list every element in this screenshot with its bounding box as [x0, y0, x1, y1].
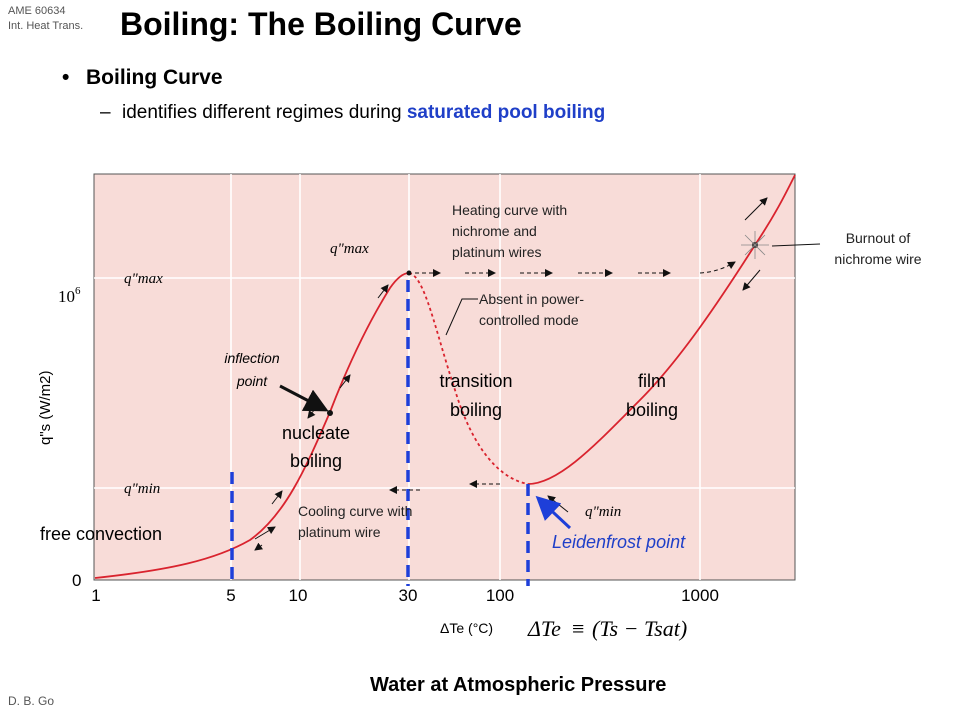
inflection-label-1: inflection [224, 350, 279, 366]
boiling-curve-solid-1 [94, 272, 410, 579]
x-tick: 30 [399, 586, 418, 605]
equation-lhs: ΔTe [527, 616, 561, 641]
bullet-level1-text: Boiling Curve [86, 66, 223, 89]
x-tick: 1 [91, 586, 100, 605]
plot-area [93, 173, 796, 581]
course-name: Int. Heat Trans. [8, 20, 84, 32]
cooling-note-1: Cooling curve with [298, 503, 412, 519]
regime-film-line2: boiling [626, 400, 678, 420]
y-axis-label: q"s (W/m2) [37, 371, 54, 446]
qmax-curve-label: q"max [330, 241, 369, 257]
x-axis-label: ΔTe (°C) [440, 620, 493, 636]
author-label: D. B. Go [8, 694, 55, 708]
absent-note-1: Absent in power- [479, 291, 584, 307]
heating-note-2: nichrome and [452, 223, 537, 239]
regime-transition-line2: boiling [450, 400, 502, 420]
slide-title: Boiling: The Boiling Curve [120, 6, 522, 42]
leidenfrost-label: Leidenfrost point [552, 532, 686, 552]
regime-dividers [230, 280, 530, 586]
equation-equiv: ≡ [572, 616, 584, 641]
x-tick: 1000 [681, 586, 719, 605]
y-tick-0: 0 [72, 571, 81, 590]
leidenfrost-arrow [535, 495, 572, 530]
figure-caption: Water at Atmospheric Pressure [370, 674, 667, 696]
y-tick-qmax: q"max [124, 271, 163, 287]
inflection-point-marker [327, 410, 333, 416]
boiling-curve-dashed [408, 272, 529, 485]
bullet-dash-icon: – [100, 102, 111, 123]
inflection-label-2: point [236, 373, 268, 389]
bullet-level2: – identifies different regimes during sat… [100, 102, 605, 124]
bullet-level1: • Boiling Curve [62, 66, 223, 90]
cooling-arrows [389, 480, 500, 494]
heating-note-1: Heating curve with [452, 202, 567, 218]
qmin-curve-label: q"min [585, 504, 621, 520]
y-tick-qmin: q"min [124, 481, 160, 497]
heating-note-3: platinum wires [452, 244, 541, 260]
qmax-point [406, 270, 412, 276]
course-code: AME 60634 [8, 5, 66, 17]
regime-transition-line1: transition [439, 371, 512, 391]
regime-nucleate-line1: nucleate [282, 423, 350, 443]
x-tick: 100 [486, 586, 514, 605]
y-tick-1e6: 106 [58, 285, 81, 306]
inflection-arrow [279, 384, 329, 412]
bullet-dot-icon: • [62, 66, 70, 89]
regime-free-convection: free convection [40, 524, 162, 544]
regime-film-line1: film [638, 371, 666, 391]
x-tick: 5 [226, 586, 235, 605]
equation-rhs: (Ts − Tsat) [592, 616, 687, 641]
leader-lines [445, 243, 821, 336]
x-ticks: 1 5 10 30 100 1000 [91, 586, 719, 605]
figure-annotations: Heating curve with nichrome and platinum… [298, 202, 922, 540]
bullet-level2-highlight: saturated pool boiling [406, 102, 606, 123]
regime-nucleate-line2: boiling [290, 451, 342, 471]
grid [94, 174, 795, 580]
course-label: AME 60634 Int. Heat Trans. [8, 4, 83, 34]
x-tick: 10 [289, 586, 308, 605]
cooling-note-2: platinum wire [298, 524, 381, 540]
burnout-note-2: nichrome wire [834, 251, 921, 267]
bullet-level2-text: identifies different regimes during [122, 102, 407, 123]
boiling-curve-solid-2 [527, 174, 796, 485]
burnout-note-1: Burnout of [846, 230, 911, 246]
absent-note-2: controlled mode [479, 312, 579, 328]
heating-arrows [415, 261, 736, 277]
burnout-rays [741, 231, 769, 259]
